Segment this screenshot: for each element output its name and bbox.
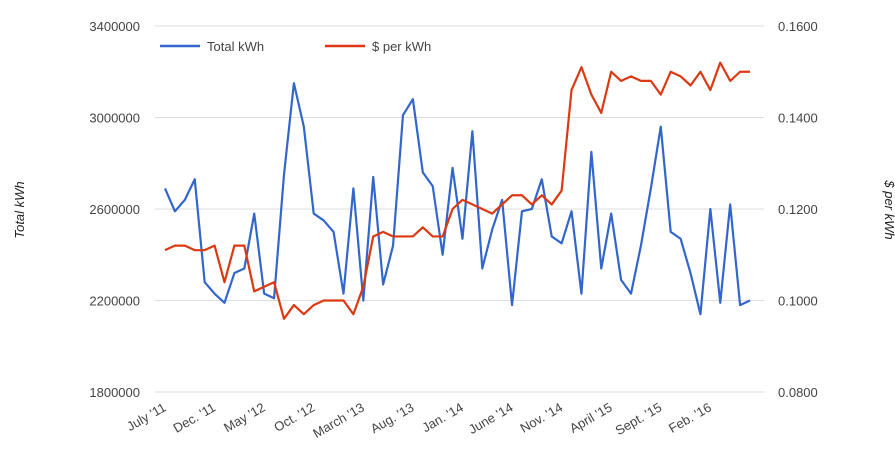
x-tick-label: Sept. '15 bbox=[613, 400, 665, 438]
legend-label: $ per kWh bbox=[372, 39, 431, 54]
legend-label: Total kWh bbox=[207, 39, 264, 54]
x-tick-label: Aug. '13 bbox=[368, 400, 416, 437]
x-tick-label: Jan. '14 bbox=[419, 400, 466, 436]
y-axis-title: Total kWh bbox=[12, 181, 27, 238]
y2-tick-label: 0.1400 bbox=[778, 111, 818, 126]
y-tick-label: 2600000 bbox=[89, 202, 140, 217]
y-tick-label: 3000000 bbox=[89, 111, 140, 126]
y2-tick-label: 0.0800 bbox=[778, 385, 818, 400]
x-tick-label: May '12 bbox=[221, 400, 268, 436]
x-tick-label: Nov. '14 bbox=[517, 400, 565, 436]
x-tick-label: March '13 bbox=[310, 400, 367, 441]
x-tick-label: Dec. '11 bbox=[170, 400, 218, 436]
x-tick-label: June '14 bbox=[466, 400, 516, 437]
y-tick-label: 3400000 bbox=[89, 19, 140, 34]
x-tick-label: Feb. '16 bbox=[666, 400, 714, 436]
x-tick-label: July '11 bbox=[124, 400, 168, 434]
y2-tick-label: 0.1600 bbox=[778, 19, 818, 34]
series-line bbox=[164, 61, 750, 320]
x-tick-label: April '15 bbox=[567, 400, 615, 436]
y-tick-label: 1800000 bbox=[89, 385, 140, 400]
y2-tick-label: 0.1000 bbox=[778, 294, 818, 309]
y2-tick-label: 0.1200 bbox=[778, 202, 818, 217]
y2-axis-title: $ per kWh bbox=[882, 179, 895, 239]
y-tick-label: 2200000 bbox=[89, 294, 140, 309]
